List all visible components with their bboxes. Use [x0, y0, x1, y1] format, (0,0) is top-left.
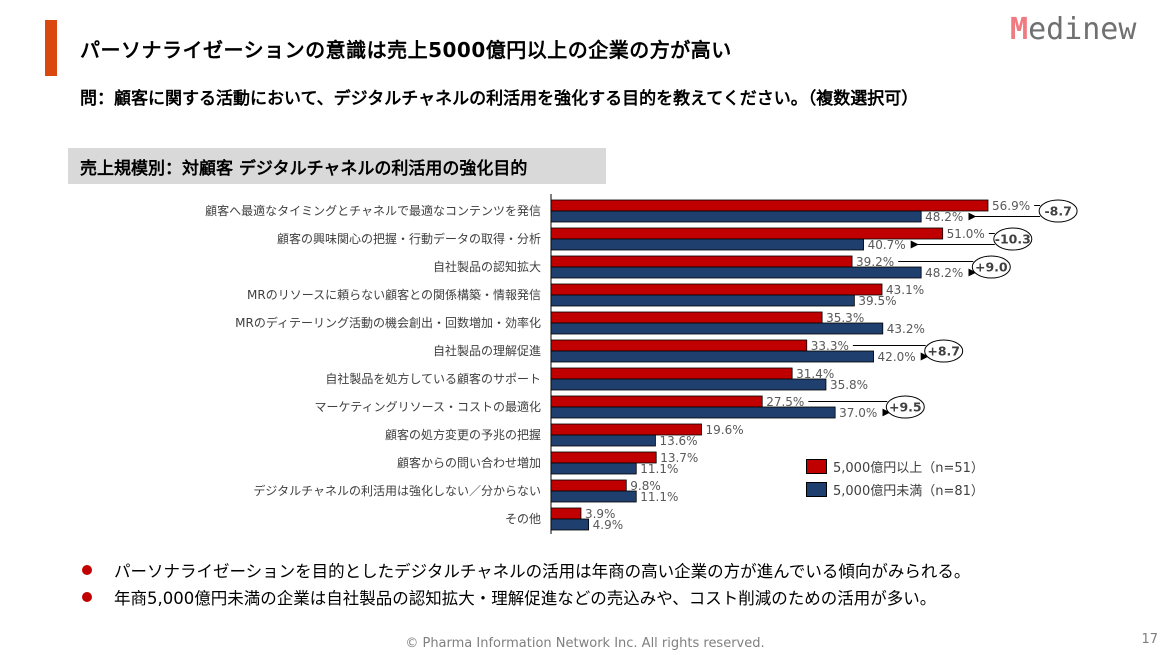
bar: [550, 378, 827, 391]
copyright-footer: © Pharma Information Network Inc. All ri…: [405, 636, 765, 651]
difference-badge: [993, 227, 1033, 251]
difference-badge: [885, 395, 925, 419]
category-label: デジタルチャネルの利活用は強化しない／分からない: [253, 484, 541, 498]
data-label: 43.2%: [887, 322, 925, 336]
data-label: 56.9%: [992, 199, 1030, 213]
legend-label: 5,000億円以上（n=51）: [833, 461, 984, 476]
bar: [550, 406, 836, 419]
data-label: 9.8%: [630, 479, 661, 493]
data-label: 43.1%: [886, 283, 924, 297]
data-label: 48.2%: [925, 210, 963, 224]
data-label: 31.4%: [796, 367, 834, 381]
difference-label: +9.5: [889, 400, 922, 415]
bar: [550, 238, 864, 251]
legend-swatch: [806, 459, 827, 474]
bar: [550, 339, 808, 352]
data-label: 39.2%: [856, 255, 894, 269]
bullet-dot-icon: [82, 564, 92, 575]
page-number: 17: [1141, 632, 1158, 647]
bar: [550, 462, 637, 475]
data-label: 13.6%: [659, 434, 697, 448]
difference-label: -8.7: [1044, 204, 1071, 219]
data-label: 11.1%: [640, 490, 678, 504]
difference-badge: [1038, 199, 1078, 223]
data-label: 11.1%: [640, 462, 678, 476]
legend-item-large: 5,000億円以上（n=51）: [806, 457, 984, 476]
data-label: 33.3%: [811, 339, 849, 353]
category-label: 顧客の興味関心の把握・行動データの取得・分析: [276, 232, 541, 246]
category-label: MRのリソースに頼らない顧客との関係構築・情報発信: [247, 288, 541, 302]
bar: [550, 283, 883, 296]
data-label: 4.9%: [593, 518, 624, 532]
data-label: 40.7%: [868, 238, 906, 252]
category-label: その他: [504, 512, 541, 526]
category-label: 顧客へ最適なタイミングとチャネルで最適なコンテンツを発信: [205, 204, 541, 218]
bar: [550, 199, 989, 212]
legend-swatch: [806, 482, 827, 497]
bullet-item: パーソナライゼーションを目的としたデジタルチャネルの活用は年商の高い企業の方が進…: [82, 556, 970, 583]
data-label: 35.8%: [830, 378, 868, 392]
data-label: 27.5%: [766, 395, 804, 409]
medinew-logo: Medinew: [1010, 12, 1137, 47]
data-label: 13.7%: [660, 451, 698, 465]
category-label: 顧客の処方変更の予兆の把握: [384, 428, 541, 442]
category-label: 自社製品の認知拡大: [432, 260, 541, 274]
data-label: 19.6%: [706, 423, 744, 437]
bar: [550, 255, 853, 268]
difference-label: +9.0: [975, 260, 1008, 275]
bar: [550, 322, 884, 335]
data-label: 35.3%: [826, 311, 864, 325]
title-accent-bar: [45, 20, 57, 76]
data-label: 51.0%: [947, 227, 985, 241]
bar: [550, 490, 637, 503]
bar: [550, 294, 855, 307]
difference-label: -10.3: [995, 232, 1031, 247]
page-title: パーソナライゼーションの意識は売上5000億円以上の企業の方が高い: [80, 38, 732, 62]
data-label: 37.0%: [839, 406, 877, 420]
legend-item-small: 5,000億円未満（n=81）: [806, 480, 984, 499]
data-label: 48.2%: [925, 266, 963, 280]
bullet-text: パーソナライゼーションを目的としたデジタルチャネルの活用は年商の高い企業の方が進…: [114, 561, 971, 581]
bar: [550, 434, 656, 447]
difference-badge: [924, 339, 964, 363]
bar: [550, 367, 793, 380]
bar: [550, 507, 582, 520]
survey-question: 問：顧客に関する活動において、デジタルチャネルの利活用を強化する目的を教えてくだ…: [80, 89, 919, 109]
data-label: 39.5%: [858, 294, 896, 308]
bar: [550, 266, 922, 279]
category-label: MRのディテーリング活動の機会創出・回数増加・効率化: [235, 316, 541, 330]
bullet-text: 年商5,000億円未満の企業は自社製品の認知拡大・理解促進などの売込みや、コスト…: [114, 588, 937, 608]
category-label: 顧客からの問い合わせ増加: [396, 456, 541, 470]
category-label: 自社製品を処方している顧客のサポート: [325, 372, 541, 386]
bar: [550, 395, 763, 408]
bar: [550, 311, 823, 324]
legend-label: 5,000億円未満（n=81）: [833, 484, 984, 499]
difference-label: +8.7: [927, 344, 960, 359]
data-label: 42.0%: [878, 350, 916, 364]
bar: [550, 479, 627, 492]
chart-subtitle: 売上規模別：対顧客 デジタルチャネルの利活用の強化目的: [68, 148, 606, 184]
difference-badge: [971, 255, 1011, 279]
bullet-dot-icon: [82, 591, 92, 602]
data-label: 3.9%: [585, 507, 616, 521]
bar: [550, 350, 874, 363]
summary-bullets: パーソナライゼーションを目的としたデジタルチャネルの活用は年商の高い企業の方が進…: [82, 556, 970, 610]
bullet-item: 年商5,000億円未満の企業は自社製品の認知拡大・理解促進などの売込みや、コスト…: [82, 583, 970, 610]
bar: [550, 210, 922, 223]
bar: [550, 518, 590, 531]
category-label: マーケティングリソース・コストの最適化: [314, 400, 541, 414]
category-label: 自社製品の理解促進: [432, 344, 541, 358]
